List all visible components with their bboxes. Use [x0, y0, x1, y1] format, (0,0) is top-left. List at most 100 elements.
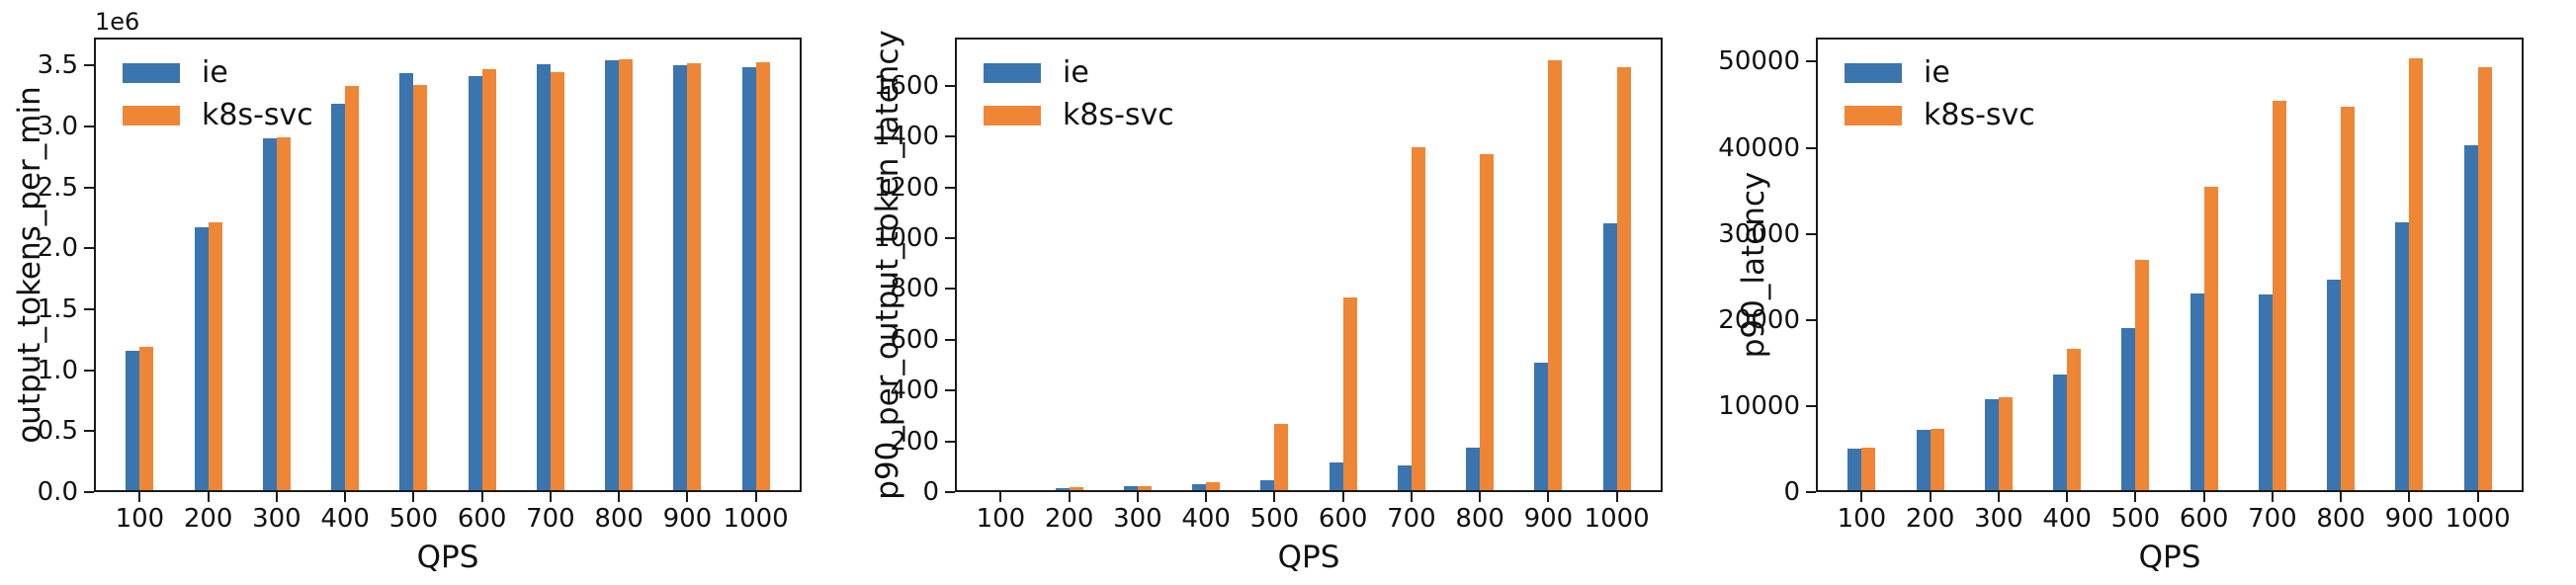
y-tick-mark — [1806, 491, 1816, 493]
y-tick-mark — [1806, 60, 1816, 63]
bar-ie-1000 — [2463, 144, 2478, 492]
x-tick-label: 700 — [2248, 504, 2297, 534]
x-tick-label: 600 — [457, 504, 507, 534]
x-tick-mark — [686, 492, 689, 502]
x-tick-label: 100 — [1837, 504, 1887, 534]
x-tick-mark — [1615, 492, 1618, 502]
bar-ie-400 — [1192, 483, 1207, 492]
x-tick-mark — [1273, 492, 1276, 502]
x-tick-mark — [1929, 492, 1932, 502]
bar-k8s-svc-700 — [1411, 146, 1425, 492]
bar-ie-600 — [2190, 292, 2204, 492]
x-tick-label: 500 — [388, 504, 439, 534]
x-tick-label: 700 — [526, 504, 575, 534]
y-tick-mark — [1806, 404, 1816, 407]
bar-k8s-svc-500 — [413, 85, 428, 492]
legend-swatch-ie — [123, 63, 180, 83]
x-tick-label: 600 — [2179, 504, 2229, 534]
legend-swatch-k8s-svc — [123, 106, 180, 125]
bar-k8s-svc-700 — [2272, 101, 2286, 492]
x-tick-mark — [2066, 492, 2069, 502]
bar-ie-200 — [194, 227, 209, 492]
x-tick-mark — [207, 492, 210, 502]
y-tick-label: 30000 — [1718, 218, 1800, 249]
x-tick-label: 500 — [2110, 504, 2161, 534]
x-tick-label: 800 — [1455, 504, 1504, 534]
x-tick-mark — [138, 492, 141, 502]
bar-ie-200 — [1055, 487, 1070, 492]
y-tick-mark — [945, 288, 955, 291]
bar-ie-700 — [1397, 464, 1412, 492]
bar-k8s-svc-400 — [345, 86, 360, 492]
x-tick-label: 600 — [1318, 504, 1368, 534]
x-tick-label: 900 — [1523, 504, 1574, 534]
legend-swatch-ie — [984, 63, 1041, 83]
bar-k8s-svc-300 — [1998, 397, 2013, 492]
y-axis-label: p90_latency — [1736, 171, 1771, 359]
x-tick-mark — [754, 492, 757, 502]
bar-k8s-svc-600 — [1342, 297, 1357, 492]
x-tick-label: 900 — [2384, 504, 2435, 534]
x-tick-label: 1000 — [1584, 504, 1650, 534]
bar-ie-500 — [2121, 328, 2136, 492]
bar-k8s-svc-600 — [481, 69, 496, 492]
y-tick-mark — [945, 186, 955, 189]
bar-ie-200 — [1916, 430, 1931, 492]
legend-label-k8s-svc: k8s-svc — [1063, 98, 1174, 132]
bar-k8s-svc-900 — [1548, 60, 1563, 492]
bar-k8s-svc-1000 — [1616, 66, 1631, 492]
legend-label-ie: ie — [202, 55, 228, 90]
x-tick-mark — [1205, 492, 1208, 502]
y-tick-mark — [1806, 146, 1816, 149]
y-tick-mark — [945, 440, 955, 443]
x-tick-mark — [1136, 492, 1139, 502]
bar-k8s-svc-800 — [619, 59, 634, 492]
y-tick-label: 1400 — [873, 122, 939, 152]
bar-k8s-svc-400 — [2067, 348, 2082, 492]
y-tick-label: 2.5 — [37, 172, 78, 203]
y-tick-label: 600 — [890, 324, 939, 355]
x-tick-mark — [275, 492, 278, 502]
y-tick-label: 3.0 — [37, 112, 78, 142]
y-tick-label: 40000 — [1718, 132, 1800, 163]
x-axis-label: QPS — [416, 540, 479, 575]
x-tick-label: 300 — [1974, 504, 2023, 534]
y-axis-offset-text: 1e6 — [95, 8, 140, 36]
x-tick-label: 200 — [183, 504, 233, 534]
x-tick-label: 300 — [1113, 504, 1162, 534]
plot-area — [955, 38, 1663, 492]
bar-k8s-svc-900 — [2409, 57, 2424, 492]
bar-ie-1000 — [741, 66, 756, 492]
x-tick-label: 300 — [252, 504, 301, 534]
x-tick-mark — [2408, 492, 2411, 502]
bar-k8s-svc-400 — [1206, 482, 1221, 492]
legend-swatch-ie — [1845, 63, 1902, 83]
x-tick-mark — [1997, 492, 2000, 502]
bar-k8s-svc-200 — [208, 222, 222, 492]
plot-area — [1816, 38, 2524, 492]
bar-k8s-svc-300 — [276, 137, 291, 492]
x-tick-mark — [2202, 492, 2205, 502]
x-tick-mark — [1410, 492, 1413, 502]
legend-label-ie: ie — [1063, 55, 1089, 90]
bar-ie-900 — [2395, 222, 2410, 492]
x-tick-mark — [2340, 492, 2343, 502]
x-tick-mark — [2134, 492, 2137, 502]
bar-ie-500 — [1260, 479, 1275, 492]
bar-k8s-svc-100 — [1861, 447, 1876, 492]
bar-ie-100 — [1847, 448, 1862, 492]
bar-k8s-svc-100 — [139, 347, 154, 492]
y-tick-label: 1600 — [873, 70, 939, 101]
x-tick-mark — [1341, 492, 1344, 502]
x-tick-label: 700 — [1387, 504, 1436, 534]
bar-ie-500 — [399, 72, 414, 492]
x-tick-label: 900 — [662, 504, 713, 534]
y-tick-mark — [945, 338, 955, 341]
x-tick-label: 400 — [2042, 504, 2092, 534]
y-tick-label: 1.0 — [37, 355, 78, 385]
bar-ie-800 — [1466, 447, 1481, 492]
legend-label-ie: ie — [1924, 55, 1950, 90]
y-tick-label: 0.5 — [37, 416, 78, 447]
x-tick-mark — [999, 492, 1002, 502]
